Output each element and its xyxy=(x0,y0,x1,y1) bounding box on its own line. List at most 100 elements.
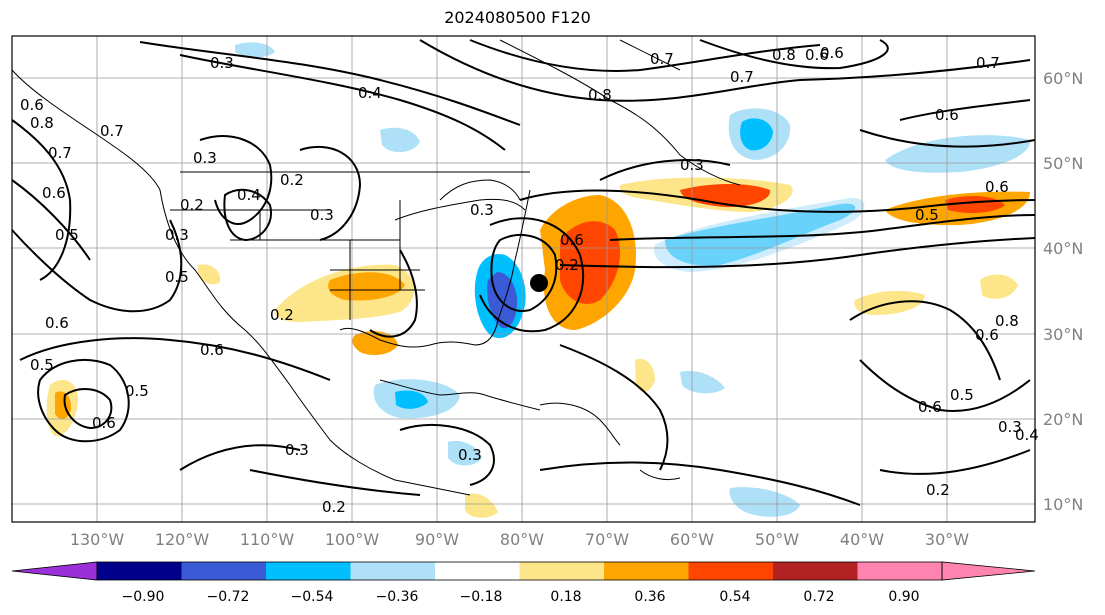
contour-label: 0.3 xyxy=(210,54,234,72)
colorbar-tick: −0.36 xyxy=(376,589,419,605)
contour-label: 0.6 xyxy=(985,178,1009,196)
contour-label: 0.5 xyxy=(165,268,189,286)
contour-label: 0.5 xyxy=(30,356,54,374)
neg-anomaly-inner xyxy=(487,272,518,329)
contour-label: 0.6 xyxy=(42,184,66,202)
contour-label: 0.6 xyxy=(918,398,942,416)
lat-label: 10°N xyxy=(1043,495,1083,514)
contour-label: 0.8 xyxy=(772,46,796,64)
contour-label: 0.2 xyxy=(280,171,304,189)
colorbar-tick: 0.36 xyxy=(634,589,665,605)
contour-label: 0.3 xyxy=(998,418,1022,436)
pos-blob-mexico xyxy=(198,264,221,285)
contour-label: 0.6 xyxy=(975,326,999,344)
colorbar-tick: 0.90 xyxy=(888,589,919,605)
storm-center-marker xyxy=(530,274,548,292)
contour-label: 0.6 xyxy=(935,106,959,124)
pos-blob-azores xyxy=(980,274,1018,299)
contour-label: 0.3 xyxy=(458,446,482,464)
contour-label: 0.2 xyxy=(270,306,294,324)
lon-label: 40°W xyxy=(840,530,884,549)
colorbar-segment xyxy=(266,562,351,580)
colorbar-segment xyxy=(857,562,942,580)
contour-label: 0.3 xyxy=(470,201,494,219)
lat-label: 40°N xyxy=(1043,239,1083,258)
lon-label: 100°W xyxy=(325,530,380,549)
lon-label: 110°W xyxy=(240,530,295,549)
colorbar-segment xyxy=(519,562,604,580)
neg-blob-east-2 xyxy=(680,370,725,394)
contour-label: 0.4 xyxy=(358,84,382,102)
neg-anomaly-caribbean-core xyxy=(395,390,428,409)
contour-label: 0.3 xyxy=(165,226,189,244)
lat-label: 50°N xyxy=(1043,154,1083,173)
contour-label: 0.5 xyxy=(950,386,974,404)
contour-label: 0.2 xyxy=(180,196,204,214)
contour-label: 0.3 xyxy=(680,156,704,174)
contour-label: 0.6 xyxy=(92,414,116,432)
contour-label: 0.2 xyxy=(926,481,950,499)
colorbar-tick: −0.18 xyxy=(460,589,503,605)
contour-label: 0.6 xyxy=(200,341,224,359)
contour-label: 0.7 xyxy=(100,122,124,140)
contour-label: 0.8 xyxy=(588,86,612,104)
lat-label: 30°N xyxy=(1043,325,1083,344)
lon-label: 60°W xyxy=(670,530,714,549)
map-panel xyxy=(11,35,1036,523)
contour-label: 0.6 xyxy=(560,231,584,249)
neg-blob-east-pac xyxy=(448,440,482,466)
colorbar-tick: −0.90 xyxy=(122,589,165,605)
contour-label: 0.8 xyxy=(995,312,1019,330)
lon-label: 90°W xyxy=(415,530,459,549)
pos-anomaly-plains-core xyxy=(328,272,405,301)
contour-label: 0.5 xyxy=(915,206,939,224)
contour-label: 0.6 xyxy=(45,314,69,332)
contour-label: 0.8 xyxy=(30,114,54,132)
map-border xyxy=(11,35,1036,523)
colorbar-tick: −0.54 xyxy=(291,589,334,605)
contour-label: 0.6 xyxy=(820,44,844,62)
neg-anomaly-atlantic-light xyxy=(654,197,865,272)
lon-labels: 130°W 120°W 110°W 100°W 90°W 80°W 70°W 6… xyxy=(70,530,969,549)
colorbar-segment xyxy=(688,562,773,580)
map-title: 2024080500 F120 xyxy=(444,8,591,27)
pos-anomaly-inner xyxy=(560,221,620,304)
colorbar-tick: 0.54 xyxy=(719,589,750,605)
contour-label: 0.5 xyxy=(125,382,149,400)
contour-label: 0.4 xyxy=(1015,426,1039,444)
lon-label: 120°W xyxy=(155,530,210,549)
contour-label: 0.3 xyxy=(285,441,309,459)
contours xyxy=(11,39,1036,506)
colorbar-tick: −0.72 xyxy=(207,589,250,605)
neg-blob-nw xyxy=(235,42,275,58)
lon-label: 70°W xyxy=(585,530,629,549)
lat-labels: 60°N 50°N 40°N 30°N 20°N 10°N xyxy=(1043,69,1083,514)
colorbar-ticks: −0.90 −0.72 −0.54 −0.36 −0.18 0.18 0.36 … xyxy=(122,589,920,605)
neg-blob-canada xyxy=(380,127,420,153)
lon-label: 30°W xyxy=(925,530,969,549)
lat-label: 20°N xyxy=(1043,410,1083,429)
pos-blob-central-am xyxy=(465,493,498,518)
contour-label: 0.4 xyxy=(237,186,261,204)
colorbar-segment xyxy=(181,562,266,580)
lon-label: 130°W xyxy=(70,530,125,549)
colorbar-segment xyxy=(604,562,689,580)
colorbar-segment xyxy=(773,562,858,580)
contour-label-group: 0.3 0.4 0.7 0.8 0.6 0.7 0.3 0.8 0.7 0.5 … xyxy=(20,44,1039,516)
colorbar xyxy=(11,561,1036,581)
contour-label: 0.3 xyxy=(310,206,334,224)
pos-blob-caribbean xyxy=(635,358,655,392)
colorbar-segment xyxy=(97,562,182,580)
contour-label: 0.7 xyxy=(730,68,754,86)
graticule xyxy=(12,36,1035,522)
lon-label: 80°W xyxy=(500,530,544,549)
colorbar-tick: 0.18 xyxy=(550,589,581,605)
contour-label: 0.7 xyxy=(976,54,1000,72)
coastlines xyxy=(11,39,741,496)
contour-label: 0.7 xyxy=(48,144,72,162)
contour-label: 0.6 xyxy=(20,96,44,114)
colorbar-tick: 0.72 xyxy=(803,589,834,605)
neg-blob-south xyxy=(729,487,800,517)
lat-label: 60°N xyxy=(1043,69,1083,88)
